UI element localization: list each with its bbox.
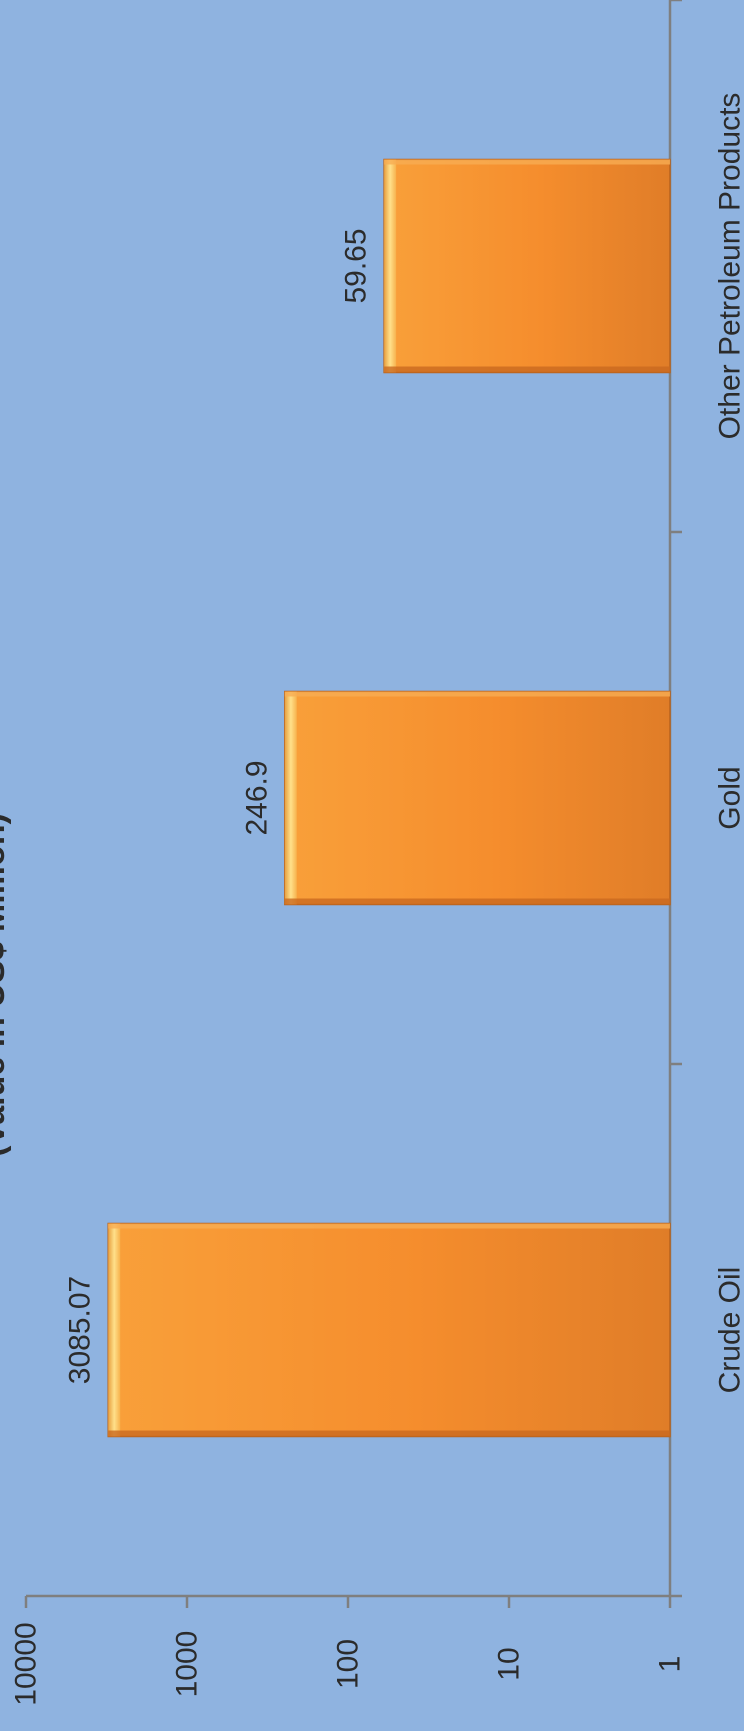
bar — [284, 690, 671, 906]
bar-bevel — [284, 691, 297, 905]
chart-title: (Value in US$ Million) — [0, 813, 12, 1157]
bar-bevel — [384, 159, 670, 165]
value-tick-label: 10000 — [10, 1622, 43, 1705]
bar-body — [284, 690, 671, 906]
bar-bevel — [384, 366, 670, 373]
category-label: Other Petroleum Products — [714, 93, 744, 440]
value-axis: 1 10 100 1000 10000 — [10, 1596, 687, 1706]
category-label: Crude Oil — [714, 1267, 744, 1394]
value-tick-label: 1 — [654, 1656, 687, 1673]
bar-body — [107, 1222, 671, 1438]
bar-bevel — [284, 691, 670, 697]
bar — [383, 158, 671, 374]
data-labels: 3085.07 246.9 59.65 — [64, 228, 373, 1384]
bar-bevel — [108, 1430, 670, 1437]
category-labels: Crude Oil Gold Other Petroleum Products — [714, 93, 744, 1394]
bar — [107, 1222, 671, 1438]
bar-bevel — [108, 1223, 670, 1229]
bar-bevel — [108, 1223, 121, 1437]
data-label: 246.9 — [240, 760, 273, 835]
bar-body — [383, 158, 671, 374]
value-tick-label: 100 — [332, 1639, 365, 1689]
category-label: Gold — [714, 766, 744, 829]
bar-bevel — [384, 159, 397, 373]
data-label: 59.65 — [340, 228, 373, 303]
value-tick-label: 1000 — [171, 1631, 204, 1698]
category-axis — [670, 0, 682, 1598]
bar-bevel — [284, 898, 670, 905]
bars — [107, 158, 671, 1438]
value-tick-label: 10 — [493, 1647, 526, 1680]
data-label: 3085.07 — [64, 1276, 97, 1384]
